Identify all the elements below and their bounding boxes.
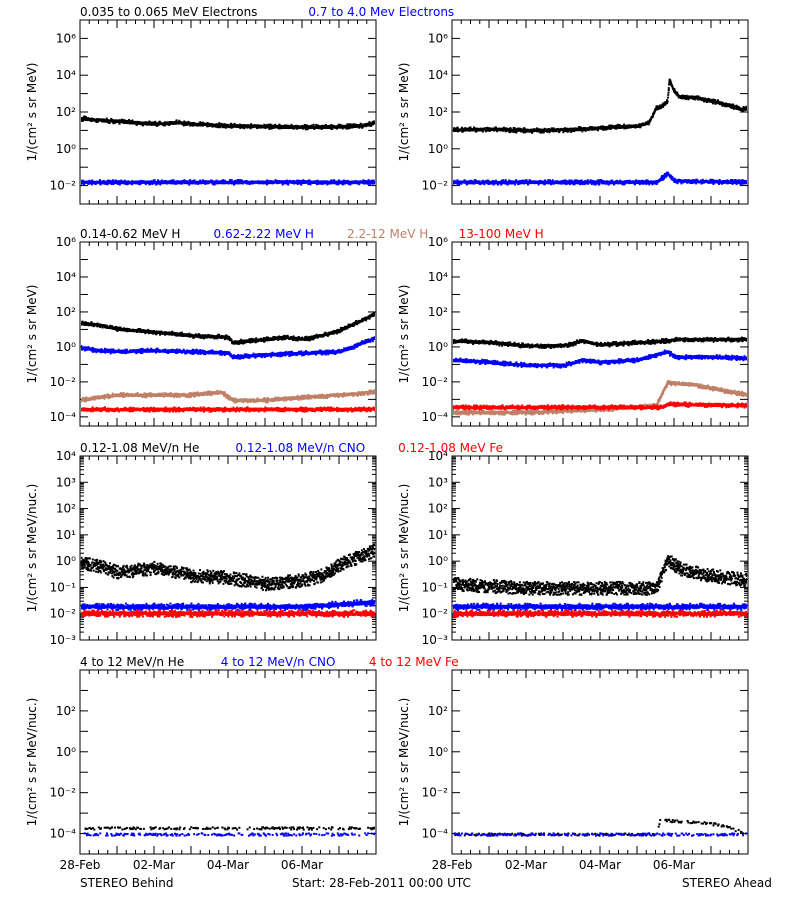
data-point bbox=[667, 97, 669, 99]
data-point bbox=[313, 124, 315, 126]
data-point bbox=[128, 119, 130, 121]
data-point bbox=[676, 92, 678, 94]
legend-label-1-1: 0.035 to 0.065 MeV Electrons bbox=[80, 5, 257, 19]
panel-1: 0.035 to 0.065 MeV Electrons 0.7 to 4.0 M… bbox=[25, 5, 454, 204]
data-point bbox=[673, 88, 675, 90]
data-point bbox=[538, 183, 540, 185]
data-point bbox=[581, 130, 583, 132]
series-1 bbox=[80, 116, 378, 131]
data-point bbox=[667, 101, 669, 103]
data-point bbox=[670, 82, 672, 84]
data-point bbox=[652, 116, 654, 118]
y-tick-label: 10⁰ bbox=[428, 142, 448, 156]
data-point bbox=[648, 123, 650, 125]
data-point bbox=[668, 87, 670, 89]
y-tick-label: 10⁻² bbox=[50, 179, 77, 193]
data-point bbox=[667, 92, 669, 94]
data-point bbox=[338, 124, 340, 126]
data-point bbox=[300, 184, 302, 186]
y-tick-label: 10⁴ bbox=[428, 68, 448, 82]
y-tick-label: 10⁶ bbox=[428, 31, 448, 45]
y-axis-label: 1/(cm² s sr MeV) bbox=[25, 63, 39, 162]
y-tick-label: 10⁰ bbox=[56, 142, 76, 156]
data-point bbox=[176, 119, 178, 121]
y-tick-label: 10⁴ bbox=[56, 68, 76, 82]
data-point bbox=[154, 179, 156, 181]
y-tick-label: 10² bbox=[56, 105, 76, 119]
plot-frame bbox=[452, 20, 748, 204]
series-1 bbox=[452, 79, 750, 134]
data-point bbox=[732, 104, 734, 106]
y-axis-label: 1/(cm² s sr MeV) bbox=[397, 63, 411, 162]
series-2 bbox=[452, 172, 750, 186]
data-point bbox=[113, 183, 115, 185]
data-point bbox=[456, 179, 458, 181]
data-point bbox=[714, 99, 716, 101]
data-point bbox=[263, 124, 265, 126]
panel-2: 10⁻² 10⁰ 10² 10⁴ 10⁶ 1/(cm² s sr MeV) bbox=[397, 20, 750, 204]
plot-frame bbox=[80, 20, 376, 204]
data-point bbox=[305, 128, 307, 130]
y-tick-label: 10⁶ bbox=[56, 31, 76, 45]
data-point bbox=[457, 127, 459, 129]
legend-label-1-2: 0.7 to 4.0 Mev Electrons bbox=[308, 5, 454, 19]
data-point bbox=[667, 94, 669, 96]
data-point bbox=[293, 128, 295, 130]
series-2 bbox=[80, 179, 378, 186]
data-point bbox=[188, 184, 190, 186]
data-point bbox=[514, 183, 516, 185]
data-point bbox=[552, 179, 554, 181]
data-point bbox=[515, 131, 517, 133]
data-point bbox=[482, 130, 484, 132]
data-point bbox=[307, 128, 309, 130]
data-point bbox=[132, 119, 134, 121]
data-point bbox=[598, 184, 600, 186]
y-tick-label: 10⁻² bbox=[422, 179, 449, 193]
data-point bbox=[668, 89, 670, 91]
data-point bbox=[525, 179, 527, 181]
y-tick-label: 10² bbox=[428, 105, 448, 119]
